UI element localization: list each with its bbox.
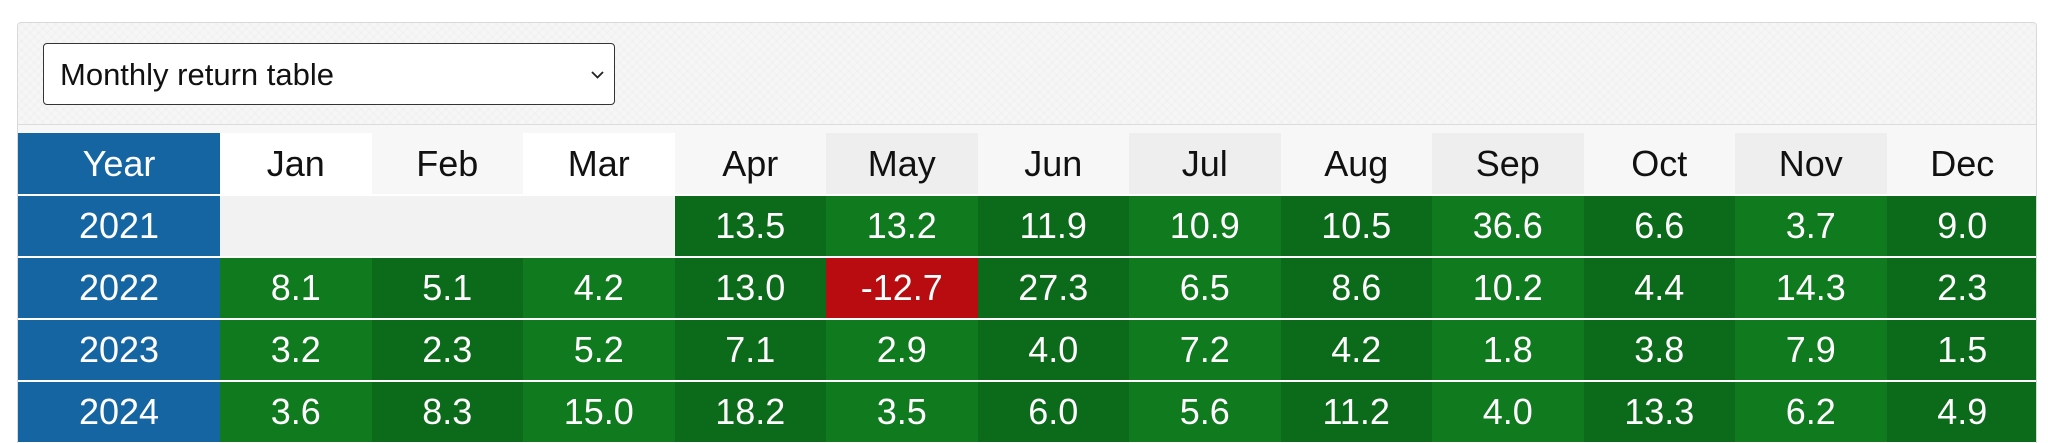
year-column-header: Year: [18, 133, 220, 196]
month-header-sep: Sep: [1432, 133, 1584, 196]
return-cell: 10.9: [1129, 195, 1281, 258]
return-cell: 13.2: [826, 195, 978, 258]
table-row: 2023 3.2 2.3 5.2 7.1 2.9 4.0 7.2 4.2 1.8 3.8 7.9 1.5: [18, 319, 2036, 382]
return-cell: 4.0: [977, 319, 1129, 382]
year-cell: 2023: [18, 319, 220, 382]
return-cell: 13.3: [1583, 381, 1735, 443]
return-cell: 3.8: [1583, 319, 1735, 382]
return-cell: 15.0: [523, 381, 675, 443]
return-cell: -12.7: [826, 257, 978, 320]
return-cell: 5.1: [371, 257, 523, 320]
month-header-apr: Apr: [674, 133, 826, 196]
return-cell: 11.2: [1280, 381, 1432, 443]
return-cell: 2.3: [371, 319, 523, 382]
return-cell: 2.3: [1886, 257, 2036, 320]
month-header-jun: Jun: [977, 133, 1129, 196]
table-row: 2022 8.1 5.1 4.2 13.0 -12.7 27.3 6.5 8.6 10.2 4.4 1…: [18, 257, 2036, 320]
month-header-jan: Jan: [220, 133, 372, 196]
return-cell: 4.9: [1886, 381, 2036, 443]
return-cell: 8.6: [1280, 257, 1432, 320]
return-cell: 7.9: [1735, 319, 1887, 382]
return-cell: 27.3: [977, 257, 1129, 320]
return-cell: 1.5: [1886, 319, 2036, 382]
return-cell: 4.4: [1583, 257, 1735, 320]
return-cell: 10.2: [1432, 257, 1584, 320]
return-cell: 9.0: [1886, 195, 2036, 258]
return-cell: 3.6: [220, 381, 372, 443]
return-cell: [220, 195, 372, 258]
monthly-returns-table: Year Jan Feb Mar Apr May Jun Jul Aug Sep Oct Nov De…: [18, 133, 2036, 443]
return-cell: 10.5: [1280, 195, 1432, 258]
return-cell: 6.5: [1129, 257, 1281, 320]
month-header-mar: Mar: [523, 133, 675, 196]
table-toolbar: Monthly return table: [18, 23, 2036, 125]
month-header-jul: Jul: [1129, 133, 1281, 196]
monthly-returns-panel: Monthly return table Year Jan Feb Mar Apr Ma…: [17, 22, 2037, 443]
table-type-select[interactable]: Monthly return table: [43, 43, 615, 105]
return-cell: 8.1: [220, 257, 372, 320]
month-header-feb: Feb: [371, 133, 523, 196]
month-header-may: May: [826, 133, 978, 196]
return-cell: 3.2: [220, 319, 372, 382]
return-cell: 6.0: [977, 381, 1129, 443]
return-cell: 11.9: [977, 195, 1129, 258]
return-cell: 3.5: [826, 381, 978, 443]
return-cell: 6.2: [1735, 381, 1887, 443]
table-body: 2021 13.5 13.2 11.9 10.9 10.5 36.6 6.6 3.7 9.0 202…: [18, 195, 2036, 443]
return-cell: [523, 195, 675, 258]
return-cell: 6.6: [1583, 195, 1735, 258]
return-cell: 18.2: [674, 381, 826, 443]
table-row: 2024 3.6 8.3 15.0 18.2 3.5 6.0 5.6 11.2 4.0 13.3 6.…: [18, 381, 2036, 443]
month-header-nov: Nov: [1735, 133, 1887, 196]
return-cell: 3.7: [1735, 195, 1887, 258]
return-cell: 7.1: [674, 319, 826, 382]
return-cell: 5.6: [1129, 381, 1281, 443]
year-cell: 2022: [18, 257, 220, 320]
return-cell: 5.2: [523, 319, 675, 382]
return-cell: 36.6: [1432, 195, 1584, 258]
table-row: 2021 13.5 13.2 11.9 10.9 10.5 36.6 6.6 3.7 9.0: [18, 195, 2036, 258]
return-cell: 8.3: [371, 381, 523, 443]
return-cell: 2.9: [826, 319, 978, 382]
month-header-dec: Dec: [1886, 133, 2036, 196]
chevron-down-icon: [591, 71, 604, 79]
year-cell: 2021: [18, 195, 220, 258]
return-cell: 14.3: [1735, 257, 1887, 320]
header-row: Year Jan Feb Mar Apr May Jun Jul Aug Sep Oct Nov De…: [18, 133, 2036, 196]
return-cell: 4.0: [1432, 381, 1584, 443]
return-cell: [371, 195, 523, 258]
return-cell: 1.8: [1432, 319, 1584, 382]
return-cell: 4.2: [523, 257, 675, 320]
month-header-oct: Oct: [1583, 133, 1735, 196]
table-type-select-value: Monthly return table: [60, 57, 334, 92]
return-cell: 4.2: [1280, 319, 1432, 382]
year-cell: 2024: [18, 381, 220, 443]
return-cell: 7.2: [1129, 319, 1281, 382]
return-cell: 13.5: [674, 195, 826, 258]
return-cell: 13.0: [674, 257, 826, 320]
month-header-aug: Aug: [1280, 133, 1432, 196]
